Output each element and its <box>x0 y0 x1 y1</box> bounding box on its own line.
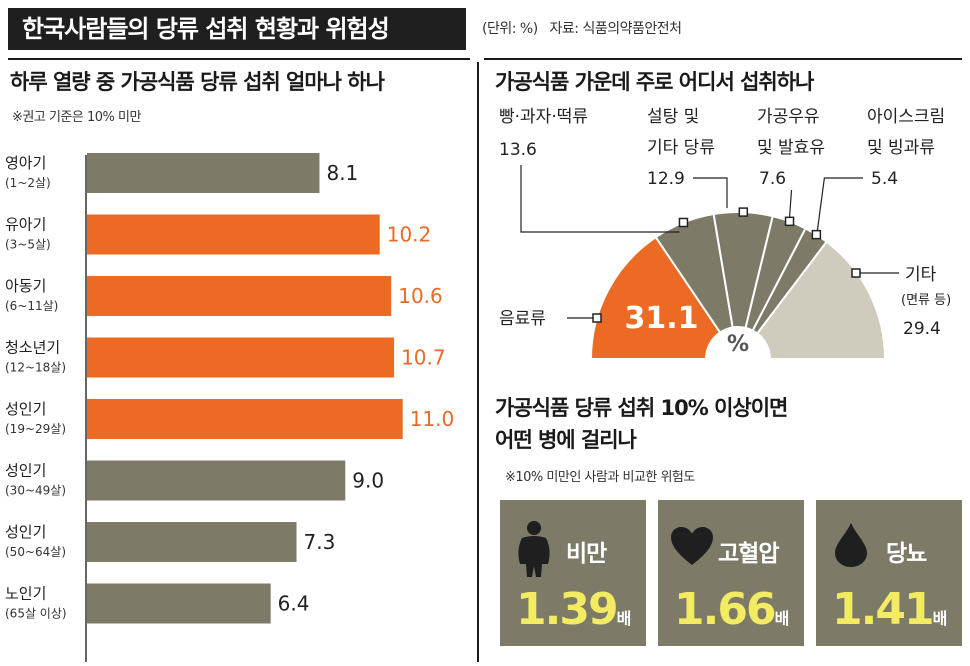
right-top-rule <box>484 58 962 60</box>
bar-chart-svg: 8.1 영아기 (1~2살) 10.2 유아기 (3~5살) 10.6 아동기 (6~11살) 1… <box>5 153 455 662</box>
risk-title-line2: 어떤 병에 걸리나 <box>495 428 637 452</box>
bar-category-sublabel: (30~49살) <box>5 484 66 498</box>
bar-category-label: 노인기 <box>5 585 46 603</box>
source-text: 자료: 식품의약품안전처 <box>549 21 682 37</box>
risk-title-line1: 가공식품 당류 섭취 10% 이상이면 <box>495 396 788 420</box>
unit-source-line: (단위: %) 자료: 식품의약품안전처 <box>482 18 682 38</box>
risk-name: 비만 <box>566 541 607 567</box>
risk-value-group: 1.41배 <box>832 584 947 635</box>
pie-slice-label: 기타 <box>905 265 937 285</box>
bar-category-label: 성인기 <box>5 400 46 418</box>
leader-line <box>788 189 793 218</box>
bar <box>87 214 380 255</box>
pie-chart-title: 가공식품 가운데 주로 어디서 섭취하나 <box>495 70 814 94</box>
bar-value-label: 10.6 <box>398 284 443 308</box>
pie-value-label: 13.6 <box>499 140 537 160</box>
pie-slice-label: 및 빙과류 <box>867 138 935 158</box>
risk-unit: 배 <box>774 609 790 628</box>
pie-value-label: 31.1 <box>625 301 699 336</box>
risk-name: 당뇨 <box>886 541 927 567</box>
bar-category-label: 성인기 <box>5 523 46 541</box>
bar-category-sublabel: (3~5살) <box>5 238 51 252</box>
pie-value-label: 7.6 <box>759 169 786 189</box>
risk-card-diabetes: 당뇨 1.41배 <box>816 500 962 646</box>
bar-category-sublabel: (50~64살) <box>5 545 66 559</box>
unit-text: (단위: %) <box>482 21 538 37</box>
pie-center-label: % <box>727 332 749 357</box>
leader-line <box>816 177 863 231</box>
bar <box>87 522 297 562</box>
drop-icon <box>835 523 867 567</box>
bar-category-sublabel: (19~29살) <box>5 422 66 436</box>
leader-marker <box>738 207 749 217</box>
risk-note: ※10% 미만인 사람과 비교한 위험도 <box>505 470 695 485</box>
bar-value-label: 7.3 <box>304 530 336 554</box>
leader-line <box>693 177 728 209</box>
bar-value-label: 10.7 <box>401 346 446 370</box>
left-top-rule <box>8 58 470 60</box>
pie-slice-label: 음료류 <box>499 309 546 329</box>
bar-value-label: 10.2 <box>387 223 432 247</box>
risk-value: 1.41 <box>832 584 935 635</box>
bar-value-label: 8.1 <box>326 161 358 185</box>
pie-slice-label: 아이스크림 <box>867 107 945 127</box>
risk-value-group: 1.39배 <box>516 584 631 635</box>
risk-value: 1.66 <box>674 584 777 635</box>
page-title: 한국사람들의 당류 섭취 현황과 위험성 <box>8 8 466 50</box>
bar-chart: 8.1 영아기 (1~2살) 10.2 유아기 (3~5살) 10.6 아동기 (6~11살) 1… <box>0 0 478 666</box>
pie-slice-sublabel: (면류 등) <box>901 293 951 308</box>
bar <box>87 337 395 378</box>
pie-slice-label: 빵·과자·떡류 <box>499 107 588 127</box>
leader-marker <box>811 229 822 240</box>
leader-marker <box>851 268 861 278</box>
bar <box>87 153 320 193</box>
bar-category-label: 청소년기 <box>5 339 60 357</box>
bar <box>87 399 403 439</box>
pie-slice-label: 가공우유 <box>757 107 820 127</box>
body-icon <box>518 521 550 577</box>
risk-card-obesity: 비만 1.39배 <box>500 500 646 646</box>
pie-slice-label: 및 발효유 <box>757 138 825 158</box>
pie-slice <box>589 235 722 360</box>
pie-slice-label: 기타 당류 <box>647 138 715 158</box>
leader-marker <box>592 313 602 323</box>
pie-slice-label: 설탕 및 <box>647 107 699 127</box>
bar-value-label: 6.4 <box>278 592 310 616</box>
bar-value-label: 9.0 <box>352 469 384 493</box>
bar-category-label: 영아기 <box>5 154 46 172</box>
risk-card-hypertension: 고혈압 1.66배 <box>658 500 804 646</box>
bar-category-sublabel: (1~2살) <box>5 176 51 190</box>
bar-category-label: 유아기 <box>5 216 46 234</box>
bar <box>87 276 392 316</box>
risk-unit: 배 <box>616 609 632 628</box>
bar-category-sublabel: (12~18살) <box>5 361 66 375</box>
bar <box>87 583 271 624</box>
pie-value-label: 5.4 <box>871 169 898 189</box>
risk-unit: 배 <box>932 609 948 628</box>
leader-marker <box>678 217 689 228</box>
risk-value-group: 1.66배 <box>674 584 789 635</box>
bar-chart-note: ※권고 기준은 10% 미만 <box>12 110 141 125</box>
leader-marker <box>784 216 795 227</box>
pie-value-label: 29.4 <box>903 319 941 339</box>
bar-chart-title: 하루 열량 중 가공식품 당류 섭취 얼마나 하나 <box>10 70 385 94</box>
bar-category-sublabel: (6~11살) <box>5 299 58 313</box>
leader-line <box>520 165 680 233</box>
pie-value-label: 12.9 <box>647 169 685 189</box>
heart-icon <box>671 527 713 565</box>
bar-category-sublabel: (65살 이상) <box>5 607 67 621</box>
risk-name: 고혈압 <box>718 541 779 567</box>
bar-category-label: 아동기 <box>5 277 46 295</box>
bar <box>87 460 346 501</box>
risk-value: 1.39 <box>516 584 619 635</box>
bar-category-label: 성인기 <box>5 462 46 480</box>
bar-value-label: 11.0 <box>410 407 455 431</box>
column-divider <box>477 62 479 662</box>
